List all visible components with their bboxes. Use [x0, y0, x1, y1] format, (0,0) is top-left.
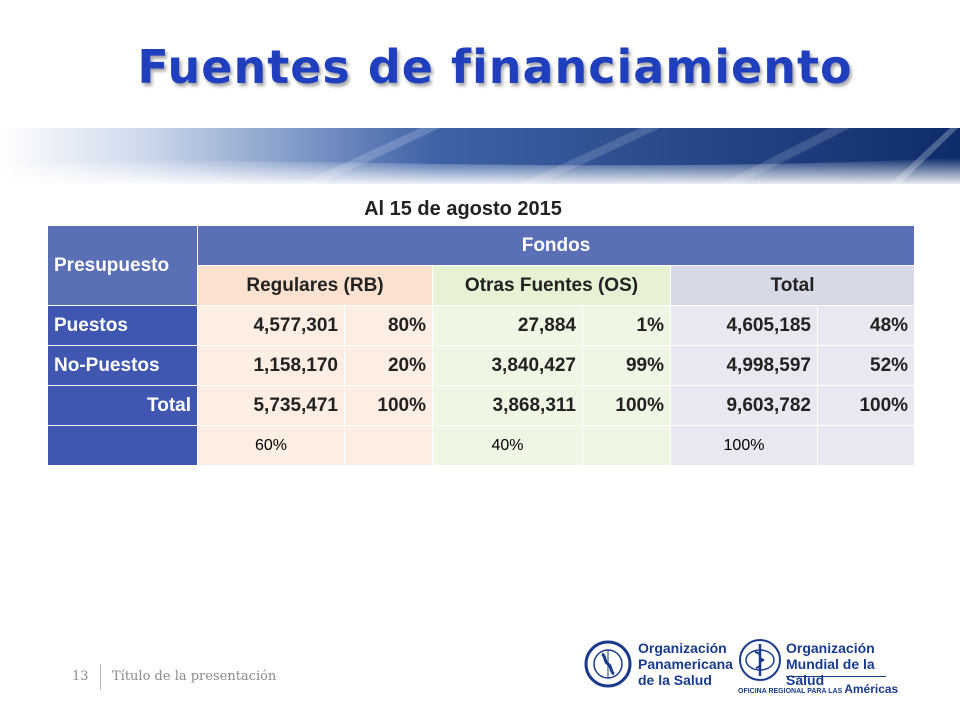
cell-total: 9,603,782	[670, 385, 818, 426]
row-label-puestos: Puestos	[47, 305, 198, 346]
cell-rb-pct: 80%	[344, 305, 433, 346]
oms-regional-office: OFICINA REGIONAL PARA LAS	[738, 688, 843, 695]
cell-os-pct: 100%	[582, 385, 671, 426]
ops-name-line1: Organización	[638, 640, 727, 656]
oms-name-line1: Organización	[786, 640, 875, 656]
ops-name-line3: de la Salud	[638, 672, 712, 688]
header-regulares: Regulares (RB)	[197, 265, 433, 306]
table-header-row: Presupuesto Fondos	[47, 225, 916, 306]
table-row: Puestos 4,577,301 80% 27,884 1% 4,605,18…	[47, 305, 916, 346]
slide-title: Fuentes de financiamiento	[137, 40, 853, 94]
row-label-total: Total	[47, 385, 198, 426]
share-os-empty	[582, 425, 671, 466]
cell-rb: 1,158,170	[197, 345, 345, 386]
header-presupuesto: Presupuesto	[47, 225, 198, 306]
table-caption: Al 15 de agosto 2015	[364, 198, 562, 220]
oms-logo: Organización Mundial de la Salud OFICINA…	[738, 636, 898, 696]
header-fondos: Fondos	[196, 225, 916, 266]
ops-name-line2: Panamericana	[638, 656, 733, 672]
decorative-banner	[0, 128, 960, 184]
cell-total: 4,605,185	[670, 305, 818, 346]
share-rb: 60%	[197, 425, 345, 466]
header-total: Total	[669, 265, 916, 306]
cell-os: 3,868,311	[432, 385, 583, 426]
table-row: Total 5,735,471 100% 3,868,311 100% 9,60…	[47, 385, 916, 426]
cell-total-pct: 100%	[816, 385, 916, 426]
cell-os: 27,884	[432, 305, 583, 346]
cell-rb: 4,577,301	[197, 305, 345, 346]
share-total: 100%	[670, 425, 818, 466]
cell-os-pct: 99%	[582, 345, 671, 386]
row-label-no-puestos: No-Puestos	[47, 345, 198, 386]
share-rb-empty	[344, 425, 433, 466]
cell-rb: 5,735,471	[197, 385, 345, 426]
who-emblem-icon	[739, 639, 781, 681]
page-number: 13	[72, 669, 89, 684]
cell-total-pct: 48%	[816, 305, 916, 346]
cell-total-pct: 52%	[816, 345, 916, 386]
share-row-label	[47, 425, 198, 466]
table-subheader-row: Regulares (RB) Otras Fuentes (OS) Total	[48, 265, 916, 306]
cell-total: 4,998,597	[670, 345, 818, 386]
cell-rb-pct: 20%	[344, 345, 433, 386]
ops-emblem-icon	[584, 640, 632, 688]
share-total-empty	[816, 425, 916, 466]
share-os: 40%	[432, 425, 583, 466]
header-otras-fuentes: Otras Fuentes (OS)	[432, 265, 671, 306]
table-row: No-Puestos 1,158,170 20% 3,840,427 99% 4…	[47, 345, 916, 386]
oms-logo-rule	[786, 676, 886, 677]
cell-os: 3,840,427	[432, 345, 583, 386]
footer-title: Título de la presentación	[112, 669, 277, 684]
oms-region-americas: Américas	[844, 682, 899, 696]
ops-logo: Organización Panamericana de la Salud	[584, 636, 734, 696]
footer-divider	[100, 664, 101, 690]
share-row: 60% 40% 100%	[47, 425, 916, 466]
funding-table: Presupuesto Fondos Regulares (RB) Otras …	[47, 225, 916, 466]
cell-rb-pct: 100%	[344, 385, 433, 426]
cell-os-pct: 1%	[582, 305, 671, 346]
